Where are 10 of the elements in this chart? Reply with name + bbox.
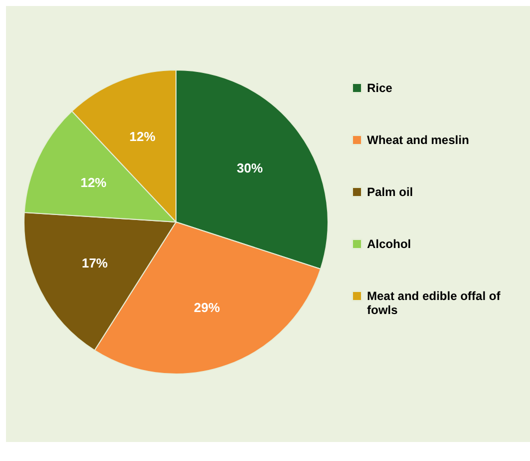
data-label: 17% [82, 255, 108, 270]
legend-label: Wheat and meslin [367, 133, 470, 147]
data-label: 29% [194, 300, 220, 315]
data-label: 30% [236, 160, 264, 176]
legend-label: Meat and edible offal of fowls [367, 289, 502, 317]
legend-label: Rice [367, 81, 393, 95]
data-label: 12% [80, 175, 107, 190]
legend-label: Alcohol [367, 237, 411, 251]
legend-label: Palm oil [367, 185, 414, 199]
data-label: 12% [129, 129, 156, 144]
